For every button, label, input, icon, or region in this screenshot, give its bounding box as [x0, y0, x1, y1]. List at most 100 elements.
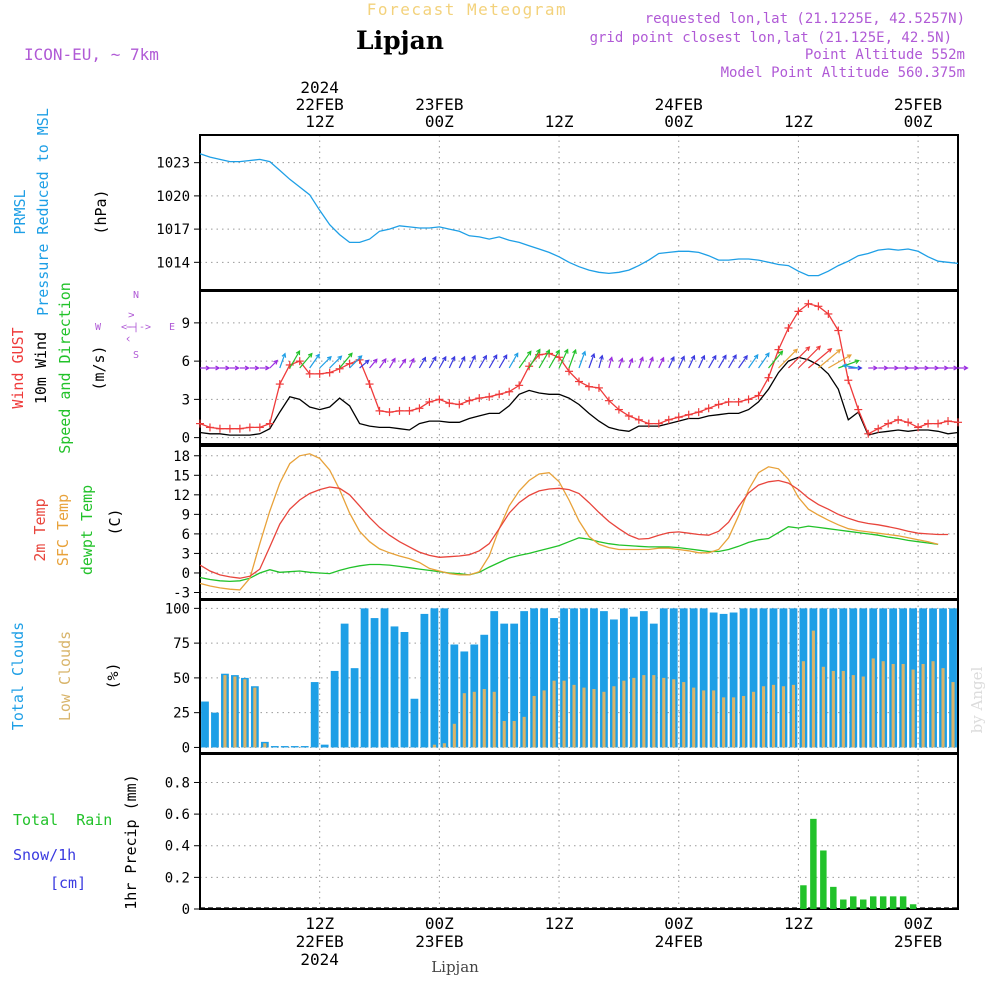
clouds-low-bar: [941, 668, 945, 748]
wind-direction-arrow: [843, 364, 859, 369]
clouds-total-bar: [360, 608, 369, 748]
wind-arrow-head: [581, 350, 587, 356]
bottom-time-label: 00Z: [904, 914, 933, 933]
clouds-low-bar: [851, 675, 855, 748]
clouds-low-bar: [861, 676, 865, 748]
bottom-time-label: 22FEB: [296, 932, 344, 951]
wind-direction-arrow: [369, 359, 378, 369]
wind-arrow-head: [482, 354, 487, 360]
wind-direction-arrow: [458, 356, 466, 369]
clouds-low-bar: [642, 675, 646, 748]
wind-arrow-head: [502, 354, 508, 360]
pressure-tick-label: 1017: [156, 222, 190, 238]
temp-dewpt-label: dewpt Temp: [78, 485, 96, 575]
wind-direction-arrow: [398, 359, 406, 369]
wind-arrow-head: [873, 365, 879, 371]
clouds-low-bar: [682, 682, 686, 748]
wind-direction-arrow: [309, 354, 320, 369]
wind-arrow-head: [315, 353, 320, 359]
wind-arrow-head: [215, 365, 221, 371]
wind-arrow-head: [410, 357, 415, 363]
wind-arrow-head: [205, 365, 211, 371]
precip-rain-bar: [879, 896, 887, 909]
wind-direction-arrow: [488, 354, 498, 369]
clouds-low-bar: [592, 689, 596, 748]
precip-snow-unit: [cm]: [50, 874, 86, 892]
wind-direction-arrow: [349, 355, 363, 369]
clouds-low-bar: [801, 661, 805, 748]
clouds-total-bar: [729, 612, 738, 748]
top-time-label: 25FEB: [894, 95, 942, 114]
precip-rain-bar: [810, 818, 817, 909]
clouds-tick-label: 25: [173, 706, 190, 722]
wind-arrow-head: [326, 355, 332, 361]
clouds-low-bar: [871, 658, 875, 748]
wind-arrow-head: [391, 357, 396, 363]
wind-arrow-head: [914, 365, 920, 371]
bottom-time-label: 12Z: [305, 914, 334, 933]
bottom-time-label: 12Z: [784, 914, 813, 933]
temp-frame: [199, 445, 959, 600]
wind-arrow-head: [628, 357, 634, 363]
clouds-low-bar: [482, 689, 486, 748]
precip-tick-label: 0.8: [165, 775, 190, 791]
clouds-low-label: Low Clouds: [56, 631, 74, 721]
precip-rain-bar: [820, 850, 827, 909]
wind-direction-arrow: [808, 348, 832, 369]
clouds-tick-label: 50: [173, 671, 190, 687]
clouds-total-bar: [679, 608, 688, 748]
credit-watermark: by Angel: [968, 666, 986, 733]
precip-tick-label: 0.2: [165, 870, 190, 886]
clouds-low-bar: [223, 675, 227, 748]
clouds-total-bar: [769, 608, 778, 748]
clouds-total-bar: [320, 744, 329, 748]
top-time-label: 23FEB: [415, 95, 463, 114]
wind-arrow-head: [963, 365, 969, 371]
wind-tick-label: 6: [182, 354, 190, 370]
clouds-total-bar: [610, 619, 618, 748]
pressure-unit: (hPa): [92, 189, 110, 234]
wind-direction-arrow: [838, 360, 859, 369]
wind-direction-arrow: [797, 345, 821, 369]
clouds-total-bar: [560, 608, 568, 748]
wind-direction-arrow: [478, 355, 487, 369]
clouds-low-bar: [512, 721, 516, 748]
temp-2m-label: 2m Temp: [31, 498, 49, 561]
wind-arrow-head: [732, 354, 737, 360]
top-time-label: 12Z: [305, 112, 334, 131]
clouds-total-bar: [380, 608, 389, 748]
clouds-tick-label: 0: [182, 740, 190, 756]
clouds-total-bar: [719, 613, 728, 748]
wind-arrow-head: [307, 352, 313, 358]
wind-arrow-head: [348, 352, 353, 358]
bottom-time-label: 25FEB: [894, 932, 942, 951]
wind-direction-arrow: [568, 349, 577, 369]
wind-arrow-head: [608, 356, 614, 362]
wind-direction-arrow: [518, 351, 532, 369]
wind-arrow-head: [690, 354, 696, 360]
wind-arrow-head: [590, 352, 596, 359]
clouds-low-bar: [791, 684, 795, 748]
wind-direction-arrow: [718, 355, 727, 369]
clouds-total-bar: [779, 608, 788, 748]
clouds-total-bar: [789, 608, 798, 748]
bottom-time-label: 00Z: [664, 914, 693, 933]
clouds-low-bar: [502, 721, 506, 748]
wind-arrow-head: [659, 356, 665, 362]
clouds-low-bar: [263, 743, 267, 748]
clouds-total-bar: [410, 698, 419, 748]
wind-arrow-head: [526, 350, 532, 356]
clouds-total-bar: [280, 746, 289, 748]
precip-rain-bar: [840, 899, 847, 909]
wind-arrow-head: [450, 355, 456, 361]
clouds-total-bar: [310, 682, 319, 748]
wind-direction-arrow: [628, 358, 633, 369]
temp-2m-line: [199, 479, 948, 579]
clouds-low-bar: [652, 675, 656, 748]
wind-speed-line: [199, 356, 959, 436]
compass-we-arrows: <-|->: [121, 322, 151, 333]
pressure-tick-label: 1014: [156, 255, 190, 271]
bottom-time-label: 24FEB: [655, 932, 703, 951]
clouds-tick-label: 100: [165, 601, 190, 617]
clouds-low-bar: [492, 691, 496, 748]
